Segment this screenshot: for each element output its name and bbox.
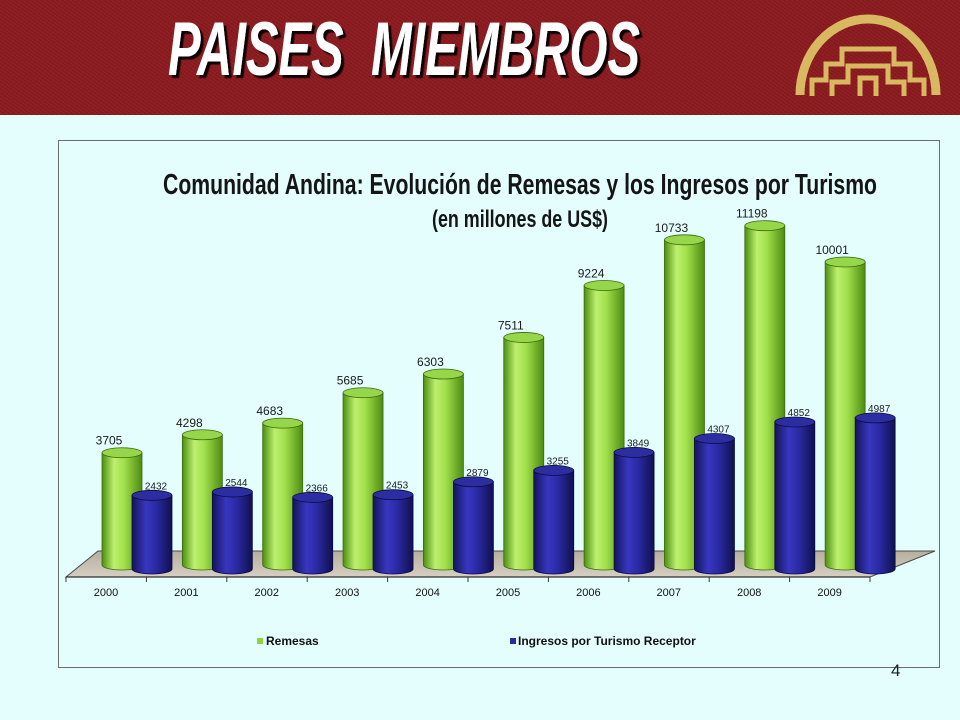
data-label-ingresos-por-turismo-receptor: 2366	[306, 483, 329, 494]
x-axis-ticks	[65, 577, 871, 582]
bar-body	[774, 421, 816, 575]
bar-top	[131, 489, 173, 501]
bar-top	[774, 416, 816, 428]
bar-body	[292, 496, 334, 575]
x-tick-label: 2000	[94, 587, 118, 599]
slide-title: PAISES MIEMBROS	[168, 7, 640, 92]
bar-ingresos-por-turismo-receptor-2001	[211, 486, 253, 575]
bar-body	[211, 491, 253, 575]
legend-swatch-turismo	[510, 638, 516, 644]
data-labels: 3705 2432 4298 2544 4683 2366 5685 2453 6303 2879…	[96, 207, 891, 495]
bar-top	[613, 446, 655, 458]
data-label-ingresos-por-turismo-receptor: 4852	[788, 408, 811, 419]
data-label-remesas: 10001	[815, 243, 849, 257]
bar-top	[583, 280, 625, 291]
bar-top	[503, 332, 545, 343]
legend-swatch-remesas	[257, 638, 263, 644]
bar-top	[664, 234, 705, 246]
page-number: 4	[891, 661, 901, 680]
bar-ingresos-por-turismo-receptor-2005	[533, 464, 575, 575]
x-tick-label: 2007	[657, 587, 681, 599]
data-label-ingresos-por-turismo-receptor: 2453	[386, 481, 409, 492]
bar-ingresos-por-turismo-receptor-2006	[613, 446, 655, 575]
legend: Remesas Ingresos por Turismo Receptor	[257, 634, 696, 648]
data-label-remesas: 6303	[417, 355, 444, 369]
logo-arch	[795, 14, 941, 96]
data-label-ingresos-por-turismo-receptor: 4987	[868, 404, 891, 415]
bar-body	[854, 417, 896, 575]
bar-body	[131, 494, 173, 575]
bar-top	[854, 412, 896, 424]
bar-top	[342, 387, 384, 399]
data-label-ingresos-por-turismo-receptor: 3255	[547, 456, 570, 467]
bar-top	[211, 486, 253, 498]
data-label-remesas: 11198	[736, 207, 768, 221]
plot-area	[101, 220, 896, 575]
bar-top	[824, 256, 866, 268]
x-tick-label: 2001	[174, 587, 198, 599]
data-label-ingresos-por-turismo-receptor: 2879	[466, 468, 489, 479]
logo-center-block	[857, 75, 879, 96]
bar-top	[744, 220, 786, 232]
legend-item-turismo: Ingresos por Turismo Receptor	[510, 634, 696, 648]
bar-body	[533, 469, 575, 575]
comunidad-andina-logo	[795, 14, 941, 96]
bar-top	[422, 368, 464, 380]
bar-top	[694, 433, 735, 444]
data-label-remesas: 5685	[337, 374, 364, 388]
bar-body	[453, 481, 494, 575]
data-label-remesas: 4298	[176, 416, 203, 430]
bar-top	[181, 429, 223, 441]
data-label-ingresos-por-turismo-receptor: 2544	[225, 478, 248, 489]
bar-top	[452, 476, 494, 488]
bar-ingresos-por-turismo-receptor-2008	[774, 416, 816, 575]
bar-ingresos-por-turismo-receptor-2009	[854, 412, 896, 575]
x-tick-label: 2005	[496, 587, 520, 599]
bar-ingresos-por-turismo-receptor-2007	[694, 433, 735, 575]
x-tick-label: 2009	[817, 587, 841, 599]
data-label-remesas: 10733	[655, 221, 689, 235]
x-axis-labels: 2000 2001 2002 2003 2004 2005 2006 2007 2008 2009	[94, 587, 842, 599]
chart-frame	[58, 140, 940, 668]
header-banner: PAISES MIEMBROS	[0, 0, 960, 115]
bar-body	[694, 438, 735, 575]
chart-subtitle: (en millones de US$)	[432, 206, 608, 233]
x-tick-label: 2006	[576, 587, 600, 599]
bar-ingresos-por-turismo-receptor-2000	[131, 489, 173, 575]
bar-body	[613, 451, 655, 575]
bar-top	[262, 417, 304, 429]
data-label-remesas: 7511	[498, 318, 524, 332]
chart-title: Comunidad Andina: Evolución de Remesas y…	[163, 169, 877, 201]
legend-item-remesas: Remesas	[257, 634, 319, 648]
data-label-remesas: 9224	[578, 267, 605, 281]
logo-inner-steps	[829, 63, 907, 96]
bar-ingresos-por-turismo-receptor-2004	[452, 476, 494, 575]
data-label-remesas: 3705	[96, 434, 123, 448]
header-graphics: PAISES MIEMBROS	[168, 7, 941, 96]
data-label-remesas: 4683	[256, 404, 283, 418]
x-tick-label: 2003	[335, 587, 359, 599]
bar-ingresos-por-turismo-receptor-2002	[292, 491, 334, 575]
data-label-ingresos-por-turismo-receptor: 3849	[627, 438, 650, 449]
bar-body	[372, 494, 414, 575]
x-tick-label: 2002	[255, 587, 279, 599]
legend-label-remesas: Remesas	[266, 634, 319, 648]
bar-top	[372, 489, 414, 501]
legend-label-turismo: Ingresos por Turismo Receptor	[518, 634, 696, 648]
bar-ingresos-por-turismo-receptor-2003	[372, 489, 414, 575]
bar-top	[533, 464, 575, 476]
x-tick-label: 2004	[415, 587, 439, 599]
bar-top	[101, 447, 143, 459]
x-tick-label: 2008	[737, 587, 761, 599]
bar-top	[292, 491, 334, 503]
logo-outer-steps	[809, 46, 927, 96]
data-label-ingresos-por-turismo-receptor: 4307	[707, 424, 730, 435]
data-label-ingresos-por-turismo-receptor: 2432	[145, 481, 168, 492]
